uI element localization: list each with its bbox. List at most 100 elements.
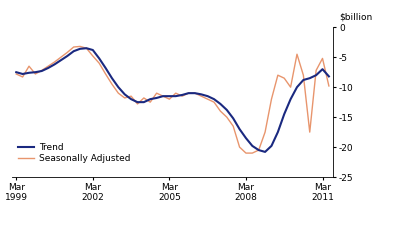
Trend [97, 57, 102, 60]
Seasonally Adjusted [295, 53, 299, 56]
Trend [148, 98, 152, 101]
Seasonally Adjusted [276, 74, 280, 76]
Trend [186, 92, 191, 94]
Seasonally Adjusted [71, 46, 76, 48]
Seasonally Adjusted [148, 101, 152, 104]
Trend [71, 50, 76, 53]
Trend [205, 95, 210, 98]
Seasonally Adjusted [224, 116, 229, 118]
Trend [193, 92, 197, 94]
Trend [244, 137, 249, 139]
Seasonally Adjusted [250, 152, 255, 154]
Trend [288, 98, 293, 101]
Trend [250, 145, 255, 147]
Seasonally Adjusted [218, 110, 223, 113]
Seasonally Adjusted [78, 45, 83, 48]
Seasonally Adjusted [122, 97, 127, 99]
Trend [263, 151, 268, 153]
Seasonally Adjusted [65, 51, 70, 54]
Trend [135, 101, 140, 104]
Trend [218, 103, 223, 105]
Trend [224, 109, 229, 111]
Seasonally Adjusted [307, 131, 312, 133]
Seasonally Adjusted [244, 152, 249, 154]
Seasonally Adjusted [27, 65, 31, 68]
Seasonally Adjusted [193, 92, 197, 94]
Trend [256, 149, 261, 151]
Seasonally Adjusted [154, 92, 159, 94]
Trend [46, 67, 50, 69]
Seasonally Adjusted [103, 73, 108, 75]
Trend [307, 77, 312, 79]
Seasonally Adjusted [20, 76, 25, 78]
Seasonally Adjusted [282, 77, 287, 79]
Seasonally Adjusted [110, 83, 114, 86]
Trend [301, 79, 306, 81]
Seasonally Adjusted [167, 98, 172, 101]
Seasonally Adjusted [129, 95, 133, 98]
Seasonally Adjusted [186, 92, 191, 94]
Seasonally Adjusted [161, 95, 166, 98]
Trend [276, 131, 280, 133]
Trend [237, 128, 242, 131]
Trend [110, 77, 114, 79]
Trend [27, 72, 31, 74]
Seasonally Adjusted [231, 125, 235, 128]
Trend [58, 59, 63, 62]
Trend [84, 47, 89, 49]
Trend [161, 95, 166, 98]
Trend [269, 145, 274, 147]
Seasonally Adjusted [301, 74, 306, 76]
Trend [14, 71, 19, 74]
Seasonally Adjusted [58, 56, 63, 59]
Seasonally Adjusted [91, 55, 95, 57]
Seasonally Adjusted [212, 101, 216, 104]
Seasonally Adjusted [52, 61, 57, 63]
Seasonally Adjusted [84, 47, 89, 49]
Trend [212, 98, 216, 101]
Trend [231, 117, 235, 120]
Trend [33, 71, 38, 74]
Seasonally Adjusted [14, 73, 19, 75]
Seasonally Adjusted [263, 131, 268, 133]
Trend [141, 101, 146, 104]
Trend [65, 55, 70, 57]
Line: Trend: Trend [16, 48, 329, 152]
Seasonally Adjusted [39, 69, 44, 72]
Trend [20, 73, 25, 75]
Trend [91, 49, 95, 51]
Trend [122, 93, 127, 96]
Trend [199, 93, 204, 96]
Seasonally Adjusted [314, 69, 318, 72]
Seasonally Adjusted [237, 146, 242, 148]
Seasonally Adjusted [326, 85, 331, 87]
Seasonally Adjusted [33, 73, 38, 75]
Seasonally Adjusted [135, 103, 140, 105]
Seasonally Adjusted [173, 92, 178, 94]
Seasonally Adjusted [141, 97, 146, 99]
Seasonally Adjusted [269, 98, 274, 101]
Trend [129, 98, 133, 101]
Trend [167, 95, 172, 98]
Seasonally Adjusted [205, 98, 210, 101]
Trend [282, 113, 287, 116]
Seasonally Adjusted [288, 86, 293, 89]
Trend [180, 94, 185, 96]
Trend [154, 97, 159, 99]
Seasonally Adjusted [199, 95, 204, 98]
Trend [173, 95, 178, 98]
Trend [320, 68, 325, 71]
Seasonally Adjusted [180, 95, 185, 98]
Trend [314, 74, 318, 76]
Trend [326, 75, 331, 78]
Trend [52, 63, 57, 66]
Text: $billion: $billion [339, 13, 372, 22]
Trend [295, 86, 299, 89]
Seasonally Adjusted [320, 57, 325, 60]
Trend [39, 70, 44, 72]
Trend [116, 86, 121, 89]
Legend: Trend, Seasonally Adjusted: Trend, Seasonally Adjusted [16, 142, 132, 165]
Seasonally Adjusted [256, 149, 261, 151]
Seasonally Adjusted [97, 62, 102, 64]
Line: Seasonally Adjusted: Seasonally Adjusted [16, 46, 329, 153]
